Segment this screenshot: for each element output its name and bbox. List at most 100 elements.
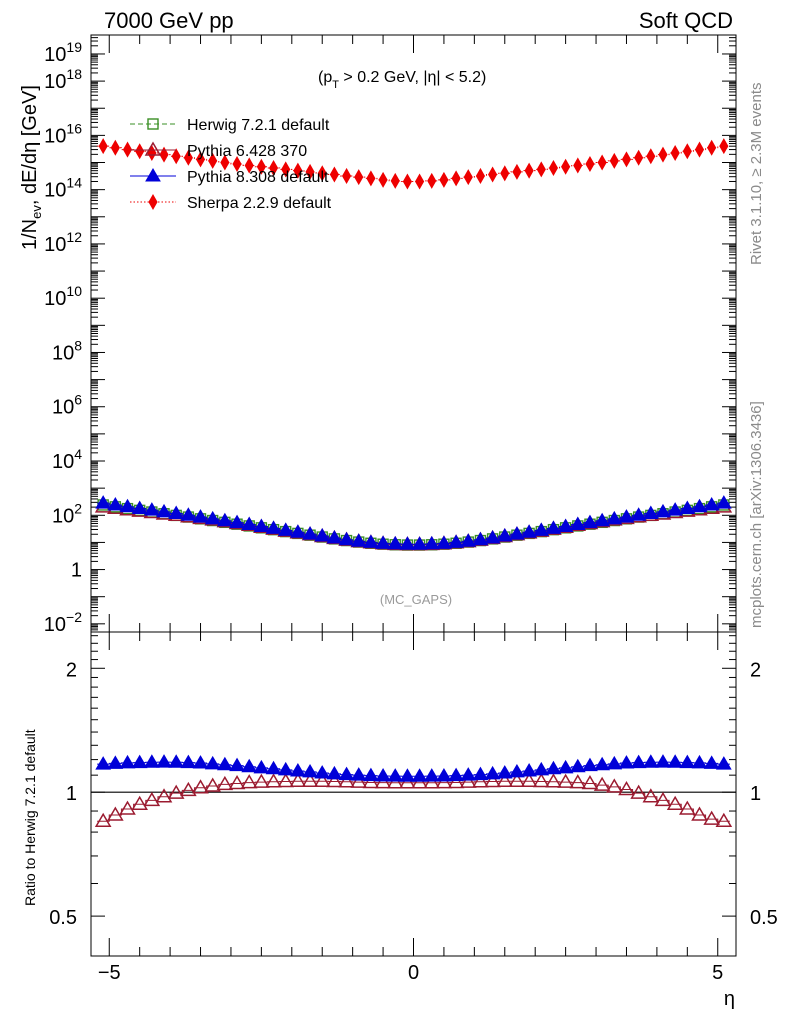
main-annotation: (pT > 0.2 GeV, |η| < 5.2) [318, 69, 486, 91]
pythia6-marker [326, 772, 343, 788]
pythia8-marker [642, 505, 659, 520]
pythia6-marker [569, 774, 587, 789]
pythia6-marker [131, 795, 148, 810]
pythia6-marker [703, 810, 720, 825]
pythia8-marker [509, 526, 525, 540]
sherpa-marker [135, 143, 145, 160]
pythia6-marker [593, 776, 611, 791]
pythia6-marker [386, 774, 404, 789]
pythia8-marker [545, 760, 562, 775]
ratio-y-tick-label-right: 0.5 [750, 907, 778, 929]
sherpa-marker [268, 159, 279, 176]
sherpa-marker [208, 152, 218, 169]
pythia8-marker [107, 496, 124, 511]
pythia6-line [97, 780, 730, 822]
sherpa-marker [475, 167, 486, 184]
pythia8-marker [715, 756, 732, 770]
header-right: Soft QCD [639, 8, 733, 33]
pythia6-marker [216, 775, 234, 791]
pythia8-marker [363, 534, 379, 548]
main-y-tick-label: 1010 [44, 283, 82, 310]
pythia8-marker [168, 505, 185, 520]
pythia8-marker [363, 767, 379, 782]
sherpa-marker [171, 148, 181, 165]
pythia8-marker [204, 755, 221, 770]
pythia8-marker [265, 760, 282, 775]
main-y-tick-label: 10−2 [44, 609, 82, 636]
pythia8-marker [338, 531, 355, 546]
pythia8-marker [107, 755, 124, 769]
pythia8-marker [399, 536, 416, 550]
ratio-y-axis-label: Ratio to Herwig 7.2.1 default [22, 729, 38, 906]
pythia6-marker [642, 788, 660, 803]
pythia8-marker [533, 761, 550, 776]
sherpa-series [97, 138, 730, 190]
watermark: (MC_GAPS) [380, 592, 452, 607]
pythia8-marker [326, 529, 343, 544]
main-y-tick-label: 1012 [44, 229, 82, 256]
pythia8-marker [545, 520, 562, 534]
pythia6-marker [180, 781, 197, 797]
sherpa-marker [195, 151, 206, 168]
ratio-panel-frame [90, 631, 737, 957]
pythia6-marker [618, 781, 635, 796]
sherpa-marker [670, 144, 680, 161]
pythia8-marker [119, 498, 136, 513]
pythia8-marker [655, 754, 671, 768]
legend-item-pythia8: Pythia 8.308 default [130, 168, 329, 186]
pythia8-marker [290, 524, 306, 538]
sherpa-marker [159, 146, 169, 163]
pythia6-marker [508, 772, 526, 788]
pythia8-marker [460, 767, 477, 781]
pythia8-marker [642, 754, 659, 768]
sherpa-marker [597, 154, 607, 171]
pythia8-marker [557, 759, 574, 774]
sherpa-marker [329, 166, 339, 183]
legend-item-pythia6: Pythia 6.428 370 [130, 141, 307, 160]
pythia8-marker [606, 510, 623, 525]
pythia6-marker [155, 788, 173, 803]
pythia8-marker [156, 754, 172, 768]
pythia8-marker [229, 514, 245, 529]
pythia8-marker [436, 535, 452, 549]
pythia8-marker [143, 754, 160, 768]
pythia8-marker [533, 522, 550, 536]
rivet-label: Rivet 3.1.10, ≥ 2.3M events [748, 83, 765, 266]
pythia8-marker [180, 754, 197, 769]
pythia8-marker [338, 766, 355, 781]
pythia8-marker [630, 754, 647, 769]
mcplots-label: mcplots.cern.ch [arXiv:1306.3436] [748, 401, 765, 628]
ratio-y-tick-label-left: 1 [66, 783, 77, 805]
sherpa-marker [609, 152, 619, 169]
pythia6-marker [204, 777, 222, 792]
pythia8-marker [375, 767, 391, 782]
pythia8-marker [411, 536, 428, 550]
main-y-tick-labels: 10−2 1 102 104 106 108 1010 1012 1014 1016 1018101… [44, 39, 82, 636]
pythia8-marker [618, 755, 635, 769]
x-tick-label: −5 [98, 962, 121, 984]
pythia6-marker [691, 806, 708, 821]
pythia8-marker [496, 765, 513, 779]
legend-label: Pythia 8.308 default [187, 169, 329, 186]
pythia8-marker [484, 765, 501, 780]
sherpa-marker [110, 139, 120, 156]
sherpa-marker [256, 158, 266, 175]
sherpa-marker [646, 148, 656, 165]
ratio-y-tick-label-right: 1 [750, 783, 761, 805]
sherpa-marker [220, 154, 230, 171]
sherpa-marker [148, 193, 158, 211]
pythia8-marker [582, 514, 598, 529]
pythia8-marker [509, 763, 525, 778]
pythia6-marker [496, 772, 514, 788]
main-y-axis-label: 1/Nev, dE/dη [GeV] [19, 85, 44, 250]
pythia8-marker [192, 509, 209, 523]
pythia6-marker [630, 784, 647, 799]
pythia8-marker [290, 762, 306, 777]
pythia6-marker [94, 812, 112, 827]
x-tick-label: 0 [408, 962, 419, 984]
pythia6-marker [520, 772, 538, 788]
pythia6-marker [119, 800, 136, 815]
legend-label: Sherpa 2.2.9 default [187, 195, 332, 212]
pythia8-marker [180, 507, 197, 521]
